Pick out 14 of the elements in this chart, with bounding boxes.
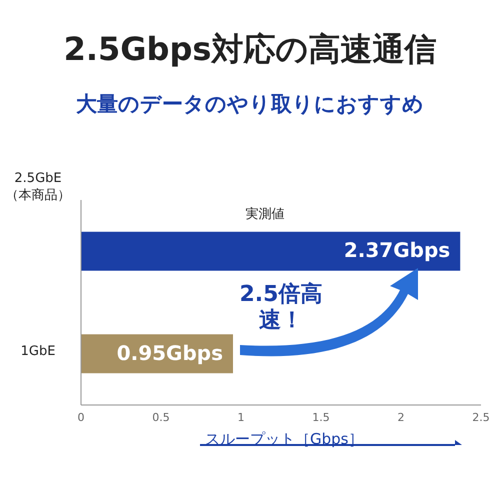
chart-subtitle: 大量のデータのやり取りにおすすめ: [75, 91, 425, 118]
chart-title: 2.5Gbps対応の高速通信: [62, 29, 438, 70]
annotation: 2.5倍高速！: [238, 282, 324, 334]
x-tick-label: 0.5: [151, 411, 171, 424]
y-tick-label: 1GbE: [20, 344, 56, 359]
x-tick-label: 0: [76, 411, 86, 424]
x-tick-label: 2: [396, 411, 406, 424]
annotation: 実測値: [244, 206, 286, 223]
x-tick-label: 1.5: [311, 411, 331, 424]
data-label: 2.37Gbps: [342, 238, 450, 262]
x-tick-label: 1: [236, 411, 246, 424]
y-tick-label: 2.5GbE（本商品）: [4, 171, 72, 204]
data-label: 0.95Gbps: [116, 340, 223, 365]
x-tick-label: 2.5: [471, 411, 491, 424]
